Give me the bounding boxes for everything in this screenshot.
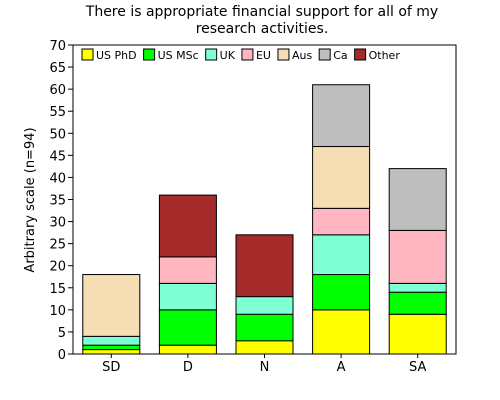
bar-segment-sd-us-msc (82, 344, 141, 351)
chart-title-line-2: research activities. (196, 21, 329, 37)
bar-segment-a-eu (312, 207, 371, 236)
y-tick-label: 45 (49, 149, 66, 164)
chart-title: There is appropriate financial support f… (85, 4, 438, 37)
legend-label-us-phd: US PhD (96, 49, 137, 62)
bar-segment-d-us-msc (158, 309, 217, 346)
legend-label-eu: EU (256, 49, 271, 62)
plot-area: 0 5 10 15 20 25 30 35 40 45 50 55 60 65 70 SD D N A SA (49, 39, 457, 375)
y-tick-label: 10 (49, 304, 66, 319)
bar-segment-a-us-phd (312, 309, 371, 355)
legend-swatch-aus (277, 48, 290, 61)
legend-swatch-us-phd (81, 48, 94, 61)
x-tick-label: SD (102, 360, 120, 375)
legend-swatch-other (354, 48, 367, 61)
y-tick-label: 55 (49, 105, 66, 120)
y-tick-label: 20 (49, 260, 66, 275)
bar-segment-sa-us-phd (388, 313, 447, 355)
y-tick-label: 40 (49, 171, 66, 186)
y-tick-label: 15 (49, 282, 66, 297)
y-tick-label: 30 (49, 216, 66, 231)
bar-segment-a-aus (312, 146, 371, 209)
bar-segment-sd-uk (82, 335, 141, 346)
legend: US PhD US MSc UK EU Aus Ca Other (81, 48, 401, 62)
bar-segment-sa-us-msc (388, 291, 447, 315)
legend-swatch-us-msc (143, 48, 156, 61)
bar-segment-d-us-phd (158, 344, 217, 355)
x-tick-label: D (183, 360, 193, 375)
legend-swatch-ca (318, 48, 331, 61)
bar-segment-a-ca (312, 84, 371, 148)
legend-label-uk: UK (220, 49, 236, 62)
legend-swatch-uk (205, 48, 218, 61)
bar-segment-sd-us-phd (82, 349, 141, 355)
bar-segment-sa-eu (388, 229, 447, 284)
y-axis-title: Arbitrary scale (n=94) (23, 127, 38, 272)
y-tick-label: 65 (49, 61, 66, 76)
bar-segment-n-uk (235, 296, 294, 315)
y-tick-label: 60 (49, 83, 66, 98)
bar-segment-d-other (158, 194, 217, 258)
bar-segment-sa-uk (388, 282, 447, 293)
y-tick-label: 70 (49, 39, 66, 54)
y-tick-label: 50 (49, 127, 66, 142)
bar-segment-d-eu (158, 256, 217, 284)
bar-segment-sd-aus (82, 274, 141, 337)
bar-segment-n-other (235, 234, 294, 298)
x-tick-label: SA (409, 360, 426, 375)
bar-segment-a-us-msc (312, 274, 371, 311)
y-tick-label: 5 (58, 326, 66, 341)
legend-label-aus: Aus (292, 49, 312, 62)
bar-segment-n-us-msc (235, 313, 294, 342)
bar-segment-n-us-phd (235, 340, 294, 355)
legend-swatch-eu (241, 48, 254, 61)
legend-label-other: Other (369, 49, 401, 62)
y-tick-label: 35 (49, 194, 66, 209)
legend-label-ca: Ca (333, 49, 347, 62)
y-tick-label: 25 (49, 238, 66, 253)
bar-segment-a-uk (312, 234, 371, 276)
bar-segment-d-uk (158, 282, 217, 311)
chart-title-line-1: There is appropriate financial support f… (85, 4, 438, 20)
x-tick-label: N (260, 360, 270, 375)
bar-segment-sa-ca (388, 168, 447, 231)
y-tick-label: 0 (58, 348, 66, 363)
x-tick-label: A (337, 360, 346, 375)
legend-label-us-msc: US MSc (158, 49, 199, 62)
